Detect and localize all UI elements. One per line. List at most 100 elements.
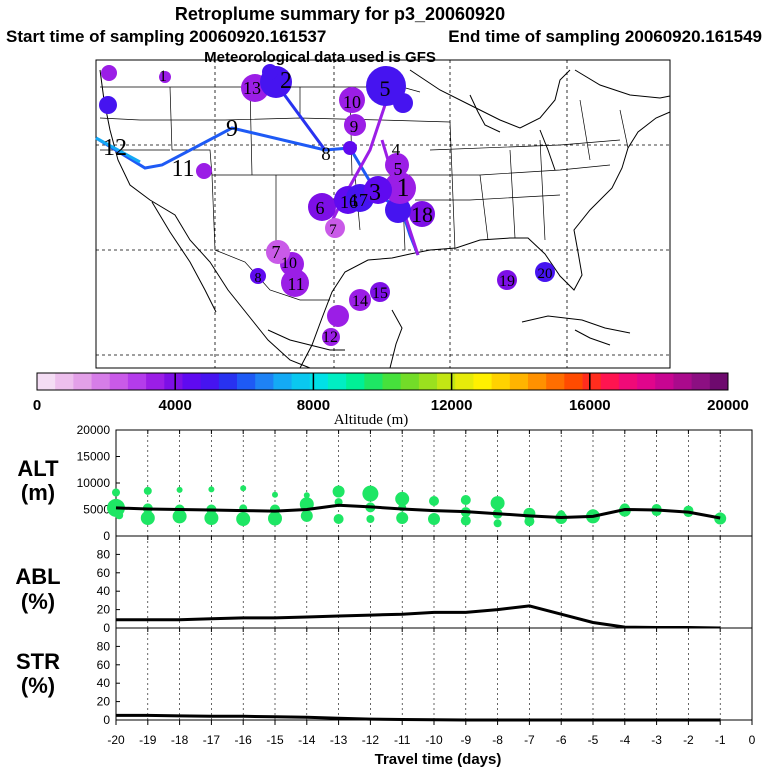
- altitude-point: [208, 486, 215, 493]
- x-tick-label: -13: [330, 733, 348, 747]
- travel-time-axis: -20 -19 -18 -17 -16 -15 -14 -13 -12 -11 -10 -9 -8 -7-…: [107, 720, 756, 747]
- y-tick-label: 20000: [77, 423, 111, 437]
- altitude-point: [112, 488, 120, 497]
- plume-circle: [281, 269, 309, 297]
- y-tick-label: 40: [97, 676, 111, 690]
- x-tick-label: -16: [235, 733, 253, 747]
- trajectory-line: [328, 89, 392, 226]
- colorbar-swatch: [491, 373, 511, 390]
- altitude-point: [429, 496, 439, 506]
- trajectory-day-label: 8: [321, 144, 331, 165]
- colorbar-swatch: [364, 373, 383, 390]
- y-tick-label: 0: [103, 621, 110, 635]
- x-axis-label: Travel time (days): [375, 751, 502, 768]
- plume-circle: [250, 268, 266, 284]
- trajectory-day-label: 18: [411, 202, 433, 227]
- trajectory-day-label: 5: [380, 76, 391, 101]
- start-time-label: Start time of sampling 20060920.161537: [6, 27, 326, 46]
- x-tick-label: -4: [619, 733, 630, 747]
- altitude-point: [303, 492, 310, 499]
- trajectory-day-label: 10: [343, 92, 361, 112]
- colorbar-tick-label: 16000: [569, 397, 611, 414]
- trajectory-day-label: 16: [340, 192, 358, 212]
- x-tick-label: -10: [425, 733, 443, 747]
- y-tick-label: 10000: [77, 476, 111, 490]
- plume-circle: [535, 262, 555, 282]
- plume-circle: [497, 270, 517, 290]
- x-tick-label: -14: [298, 733, 316, 747]
- altitude-point: [460, 515, 471, 526]
- figure-title: Retroplume summary for p3_20060920: [175, 4, 505, 24]
- map-coastlines: [99, 69, 671, 369]
- colorbar-swatch: [55, 373, 74, 390]
- colorbar-swatch: [600, 373, 620, 390]
- x-tick-label: -7: [524, 733, 535, 747]
- altitude-point: [140, 511, 155, 525]
- panel-label: (%): [21, 673, 55, 698]
- y-tick-label: 5000: [83, 503, 110, 517]
- plume-circle: [344, 114, 366, 136]
- plume-circle: [364, 176, 392, 204]
- plume-circle: [385, 197, 411, 223]
- colorbar-tick-label: 4000: [159, 397, 192, 414]
- altitude-point: [300, 509, 313, 522]
- trajectory-day-label: 7: [329, 222, 337, 238]
- trajectory-day-label: 10: [281, 255, 297, 272]
- trajectory-day-label: 12: [103, 135, 127, 161]
- trajectory-day-label: 15: [372, 285, 388, 302]
- plume-circle: [339, 87, 365, 113]
- colorbar-swatch: [473, 373, 492, 390]
- x-tick-label: -8: [492, 733, 503, 747]
- altitude-point: [428, 513, 440, 525]
- colorbar-swatch: [382, 373, 402, 390]
- colorbar-swatch: [400, 373, 420, 390]
- y-tick-label: 80: [97, 547, 111, 561]
- altitude-point: [115, 511, 124, 520]
- x-tick-label: -15: [266, 733, 284, 747]
- y-tick-label: 40: [97, 584, 111, 598]
- colorbar-swatch: [218, 373, 238, 390]
- trajectory-day-label: 1: [397, 173, 410, 202]
- altitude-point: [272, 491, 278, 498]
- x-tick-label: -2: [683, 733, 694, 747]
- trajectory-day-label: 13: [243, 78, 261, 98]
- y-tick-label: 15000: [77, 450, 111, 464]
- colorbar-swatch: [146, 373, 165, 390]
- colorbar-tick-label: 20000: [707, 397, 749, 414]
- panel-label: (m): [21, 480, 55, 505]
- colorbar-swatch: [109, 373, 129, 390]
- altitude-point: [204, 511, 219, 525]
- altitude-point: [493, 519, 502, 528]
- colorbar-swatch: [564, 373, 583, 390]
- trajectory-day-label: 14: [352, 293, 368, 310]
- colorbar-swatch: [73, 373, 92, 390]
- x-tick-label: -1: [715, 733, 726, 747]
- colorbar-swatch: [127, 373, 147, 390]
- panel-label: STR: [16, 649, 60, 674]
- x-tick-label: -12: [362, 733, 380, 747]
- trajectory-day-label: 9: [226, 116, 238, 142]
- panel-label: (%): [21, 589, 55, 614]
- map-frame: [95, 59, 671, 369]
- alt-panel: 0 5000 10000 15000 20000 ALT(m): [17, 423, 753, 543]
- altitude-point: [362, 485, 379, 502]
- colorbar-axis-label: Altitude (m): [334, 412, 409, 428]
- colorbar-swatch: [273, 373, 292, 390]
- colorbar-swatch: [509, 373, 529, 390]
- trajectory-day-label: 8: [255, 271, 262, 286]
- trajectory-day-label: 19: [499, 273, 515, 290]
- series-line: [116, 713, 721, 722]
- plume-circle: [393, 93, 413, 113]
- plume-circle: [266, 240, 290, 264]
- trajectory-day-label: 11: [287, 274, 304, 294]
- x-tick-label: -18: [171, 733, 189, 747]
- colorbar-swatch: [691, 373, 711, 390]
- altitude-point: [396, 512, 409, 524]
- x-tick-label: -9: [460, 733, 471, 747]
- colorbar-tick-label: 12000: [431, 397, 473, 414]
- y-tick-label: 80: [97, 639, 111, 653]
- trajectory-day-label: 11: [171, 156, 194, 182]
- altitude-point: [332, 485, 345, 498]
- y-tick-label: 20: [97, 603, 111, 617]
- altitude-point: [366, 515, 375, 523]
